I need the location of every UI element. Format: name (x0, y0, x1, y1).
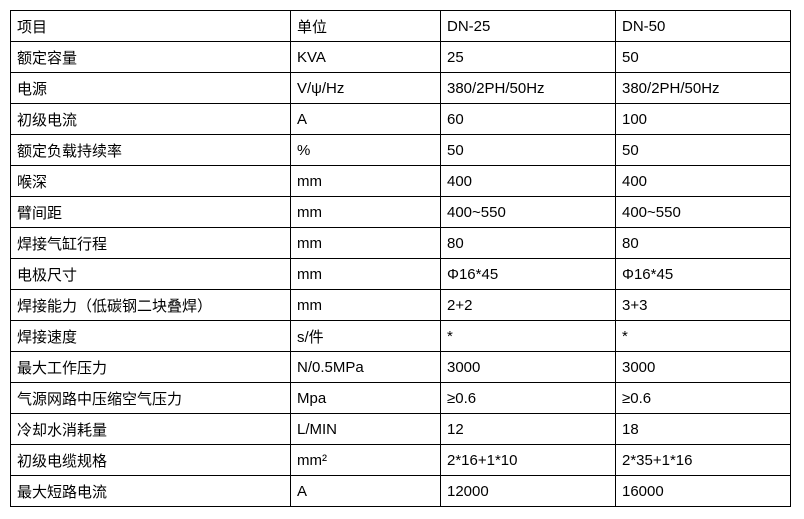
cell-dn50: 50 (616, 42, 791, 73)
cell-dn25: * (441, 321, 616, 352)
cell-dn25: 3000 (441, 352, 616, 383)
table-row: 焊接气缸行程 mm 80 80 (11, 228, 791, 259)
cell-dn25: 400~550 (441, 197, 616, 228)
cell-name: 冷却水消耗量 (11, 414, 291, 445)
cell-dn50: Φ16*45 (616, 259, 791, 290)
cell-unit: A (291, 104, 441, 135)
table-row: 冷却水消耗量 L/MIN 12 18 (11, 414, 791, 445)
table-row: 额定容量 KVA 25 50 (11, 42, 791, 73)
cell-dn50: 16000 (616, 476, 791, 507)
cell-unit: mm (291, 166, 441, 197)
col-header-dn25: DN-25 (441, 11, 616, 42)
table-row: 电极尺寸 mm Φ16*45 Φ16*45 (11, 259, 791, 290)
table-row: 臂间距 mm 400~550 400~550 (11, 197, 791, 228)
table-row: 最大工作压力 N/0.5MPa 3000 3000 (11, 352, 791, 383)
cell-dn50: 3000 (616, 352, 791, 383)
col-header-dn50: DN-50 (616, 11, 791, 42)
cell-name: 焊接气缸行程 (11, 228, 291, 259)
cell-name: 焊接速度 (11, 321, 291, 352)
cell-dn25: 380/2PH/50Hᴢ (441, 73, 616, 104)
table-row: 电源 V/ψ/Hᴢ 380/2PH/50Hᴢ 380/2PH/50Hᴢ (11, 73, 791, 104)
table-header-row: 项目 单位 DN-25 DN-50 (11, 11, 791, 42)
cell-name: 最大短路电流 (11, 476, 291, 507)
cell-unit: L/MIN (291, 414, 441, 445)
cell-dn50: 50 (616, 135, 791, 166)
spec-table: 项目 单位 DN-25 DN-50 额定容量 KVA 25 50 电源 V/ψ/… (10, 10, 791, 507)
table-row: 最大短路电流 A 12000 16000 (11, 476, 791, 507)
cell-dn50: 400 (616, 166, 791, 197)
col-header-item: 项目 (11, 11, 291, 42)
cell-dn50: ≥0.6 (616, 383, 791, 414)
cell-unit: mm (291, 290, 441, 321)
cell-name: 最大工作压力 (11, 352, 291, 383)
cell-dn25: 50 (441, 135, 616, 166)
table-row: 焊接速度 s/件 * * (11, 321, 791, 352)
cell-name: 电极尺寸 (11, 259, 291, 290)
table-row: 气源网路中压缩空气压力 Mpa ≥0.6 ≥0.6 (11, 383, 791, 414)
cell-dn50: 80 (616, 228, 791, 259)
cell-unit: mm² (291, 445, 441, 476)
cell-name: 额定容量 (11, 42, 291, 73)
cell-dn50: 100 (616, 104, 791, 135)
cell-dn25: 12 (441, 414, 616, 445)
cell-dn50: 3+3 (616, 290, 791, 321)
cell-dn25: ≥0.6 (441, 383, 616, 414)
cell-unit: N/0.5MPa (291, 352, 441, 383)
cell-unit: V/ψ/Hᴢ (291, 73, 441, 104)
cell-dn50: * (616, 321, 791, 352)
cell-dn25: 2*16+1*10 (441, 445, 616, 476)
cell-dn50: 18 (616, 414, 791, 445)
cell-dn25: 2+2 (441, 290, 616, 321)
cell-unit: % (291, 135, 441, 166)
table-body: 额定容量 KVA 25 50 电源 V/ψ/Hᴢ 380/2PH/50Hᴢ 38… (11, 42, 791, 507)
cell-dn50: 2*35+1*16 (616, 445, 791, 476)
cell-unit: KVA (291, 42, 441, 73)
cell-dn25: Φ16*45 (441, 259, 616, 290)
cell-dn50: 400~550 (616, 197, 791, 228)
cell-name: 臂间距 (11, 197, 291, 228)
cell-name: 喉深 (11, 166, 291, 197)
cell-dn25: 80 (441, 228, 616, 259)
cell-dn25: 12000 (441, 476, 616, 507)
cell-dn25: 25 (441, 42, 616, 73)
table-row: 喉深 mm 400 400 (11, 166, 791, 197)
table-row: 额定负载持续率 % 50 50 (11, 135, 791, 166)
cell-name: 电源 (11, 73, 291, 104)
cell-name: 气源网路中压缩空气压力 (11, 383, 291, 414)
cell-unit: A (291, 476, 441, 507)
cell-unit: mm (291, 197, 441, 228)
table-row: 焊接能力（低碳钢二块叠焊） mm 2+2 3+3 (11, 290, 791, 321)
cell-dn25: 60 (441, 104, 616, 135)
cell-dn50: 380/2PH/50Hᴢ (616, 73, 791, 104)
cell-name: 初级电流 (11, 104, 291, 135)
cell-unit: mm (291, 259, 441, 290)
cell-unit: Mpa (291, 383, 441, 414)
table-row: 初级电缆规格 mm² 2*16+1*10 2*35+1*16 (11, 445, 791, 476)
cell-name: 焊接能力（低碳钢二块叠焊） (11, 290, 291, 321)
cell-name: 初级电缆规格 (11, 445, 291, 476)
cell-name: 额定负载持续率 (11, 135, 291, 166)
cell-unit: s/件 (291, 321, 441, 352)
cell-dn25: 400 (441, 166, 616, 197)
col-header-unit: 单位 (291, 11, 441, 42)
cell-unit: mm (291, 228, 441, 259)
table-row: 初级电流 A 60 100 (11, 104, 791, 135)
